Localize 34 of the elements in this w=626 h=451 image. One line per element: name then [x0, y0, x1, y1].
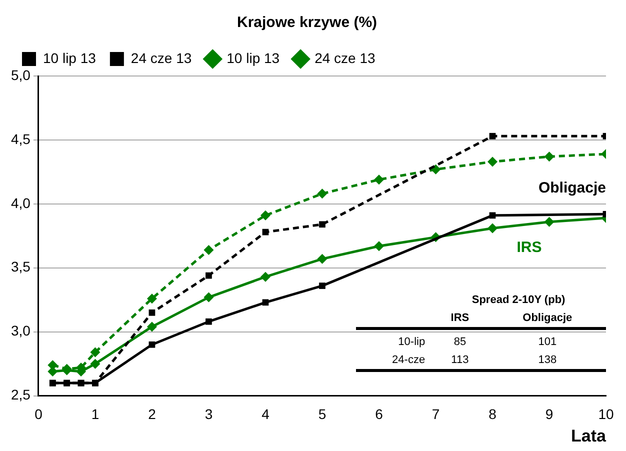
x-axis-title: Lata — [571, 426, 607, 446]
x-tick-label: 1 — [91, 406, 100, 422]
y-tick-label: 2,5 — [10, 386, 31, 403]
legend-label: 10 lip 13 — [226, 50, 280, 66]
x-tick-label: 8 — [488, 406, 497, 422]
x-tick-label: 10 — [598, 406, 614, 422]
y-tick-label: 5,0 — [10, 66, 31, 83]
annotation: IRS — [450, 310, 470, 326]
x-tick-label: 4 — [262, 406, 270, 422]
legend-label: 24 cze 13 — [314, 50, 376, 66]
x-tick-label: 6 — [375, 406, 384, 422]
chart-title: Krajowe krzywe (%) — [236, 14, 378, 32]
annotation: Spread 2-10Y (pb) — [470, 292, 566, 308]
annotation: 113 — [450, 352, 470, 368]
annotation: Obligacje — [522, 310, 574, 326]
annotation: 138 — [537, 352, 558, 368]
y-tick-label: 3,5 — [10, 258, 31, 275]
x-tick-label: 9 — [545, 406, 554, 422]
annotation: 101 — [537, 334, 558, 350]
annotation: 85 — [452, 334, 468, 350]
y-tick-label: 3,0 — [10, 322, 31, 339]
legend-label: 10 lip 13 — [43, 50, 96, 66]
annotation: Obligacje — [538, 179, 606, 196]
legend-label: 24 cze 13 — [130, 50, 192, 66]
x-tick-label: 5 — [318, 406, 326, 422]
annotation: 10-lip — [397, 334, 426, 350]
x-tick-label: 2 — [148, 406, 156, 422]
x-tick-label: 7 — [432, 406, 440, 422]
x-tick-label: 3 — [204, 406, 213, 422]
annotation: 24-cze — [391, 352, 426, 368]
y-tick-label: 4,0 — [10, 194, 31, 211]
y-tick-label: 4,5 — [10, 130, 31, 147]
annotation: IRS — [516, 238, 542, 256]
x-tick-label: 0 — [34, 406, 43, 422]
